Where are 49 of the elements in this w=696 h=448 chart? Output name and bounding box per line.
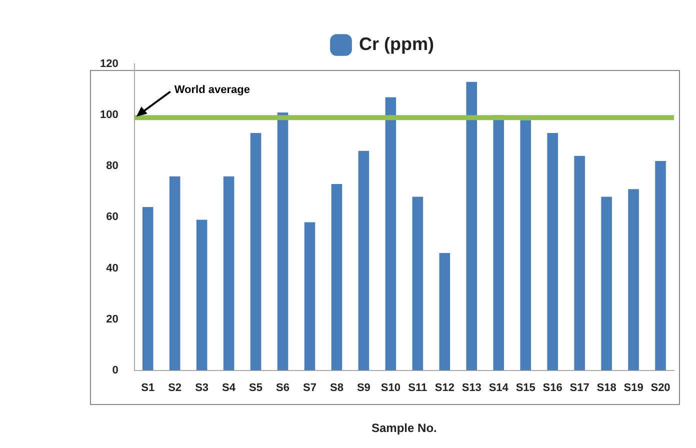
x-tick-label: S17: [570, 382, 590, 394]
y-tick-label: 40: [106, 262, 118, 274]
x-tick-label: S16: [542, 382, 562, 394]
x-tick-label: S1: [141, 382, 155, 394]
x-tick-label: S13: [462, 382, 482, 394]
bar: [655, 161, 666, 370]
bar: [412, 196, 424, 370]
x-tick-label: S6: [276, 382, 290, 394]
x-axis-title: Sample No.: [371, 421, 437, 436]
x-tick-label: S19: [624, 382, 644, 394]
x-tick-label: S15: [516, 382, 536, 394]
y-tick-label: 120: [100, 58, 118, 70]
x-tick-label: S10: [380, 382, 400, 394]
x-tick-label: S12: [434, 382, 454, 394]
x-tick-label: S18: [596, 382, 616, 394]
x-tick-label: S4: [222, 382, 236, 394]
bar: [331, 184, 342, 370]
x-tick-label: S3: [195, 382, 209, 394]
legend-label: Cr (ppm): [359, 34, 434, 54]
y-tick-label: 100: [100, 109, 118, 122]
x-tick-label: S20: [650, 382, 670, 394]
bar: [169, 176, 180, 370]
bar: [304, 222, 316, 370]
ref-line-label: World average: [174, 84, 250, 96]
y-tick-label: 80: [106, 160, 118, 172]
x-tick-label: S11: [408, 382, 428, 394]
bar: [277, 112, 288, 370]
x-tick-label: S8: [330, 382, 344, 394]
x-tick-label: S9: [356, 382, 370, 394]
y-tick-label: 0: [112, 364, 118, 376]
bar: [547, 132, 558, 370]
bar: [142, 206, 154, 370]
bar: [466, 82, 478, 370]
bar: [358, 150, 370, 370]
bar: [628, 189, 639, 370]
bar: [196, 220, 208, 370]
bar: [250, 132, 262, 370]
bar: [601, 196, 612, 370]
bar: [574, 156, 585, 370]
bar: [223, 176, 234, 370]
bar: [385, 97, 396, 370]
bar: [439, 252, 450, 370]
x-tick-label: S2: [168, 382, 182, 394]
x-tick-label: S5: [249, 382, 263, 394]
y-tick-label: 60: [106, 211, 118, 224]
x-tick-label: S7: [303, 382, 316, 394]
x-tick-label: S14: [488, 382, 510, 394]
bar: [520, 120, 531, 370]
y-tick-label: 20: [106, 313, 118, 326]
